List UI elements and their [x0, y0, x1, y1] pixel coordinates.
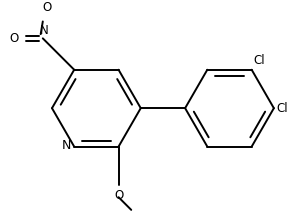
Text: N: N — [39, 24, 48, 37]
Text: N: N — [62, 139, 71, 152]
Text: O: O — [114, 189, 123, 202]
Text: O: O — [42, 1, 52, 14]
Text: Cl: Cl — [276, 102, 288, 115]
Text: O: O — [9, 32, 19, 45]
Text: Cl: Cl — [254, 54, 266, 67]
